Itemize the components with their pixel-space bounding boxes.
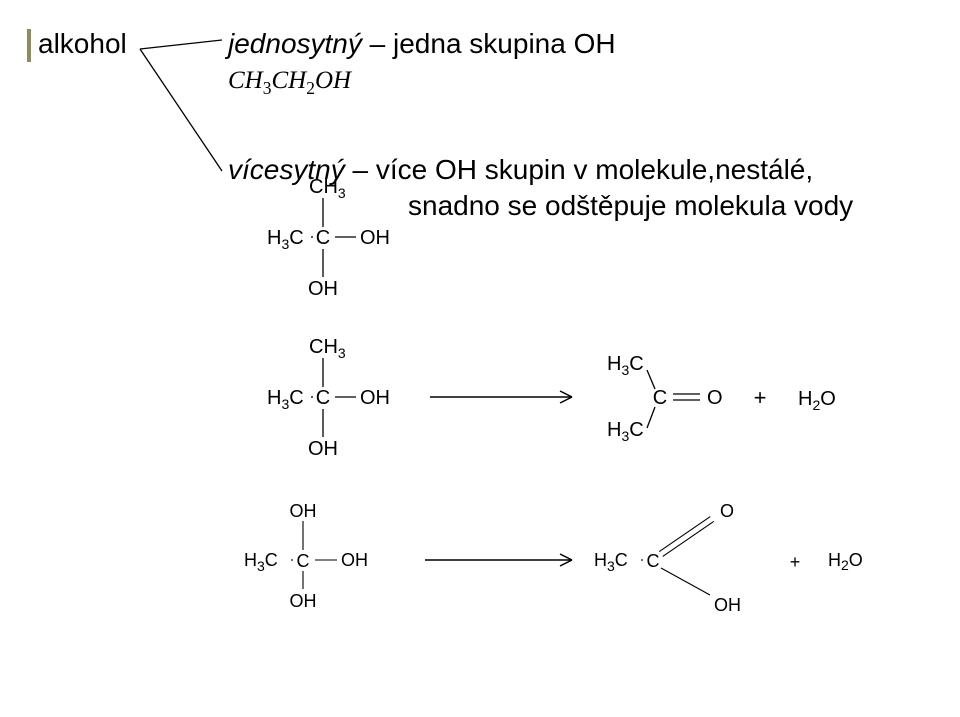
struct-ketone: C H3C H3C O [607,353,723,444]
svg-text:H2O: H2O [798,388,836,413]
svg-text:H3C: H3C [607,353,644,378]
svg-text:CH3: CH3 [309,176,346,201]
svg-text:CH3: CH3 [309,336,346,361]
svg-text:H2O: H2O [828,550,863,573]
branch-lines [140,40,222,171]
struct-diol-1: C CH3 OH H3C OH [267,176,390,300]
svg-text:OH: OH [360,227,390,249]
plus-h2o-3: + H2O [790,550,863,573]
arrow-reaction-2 [430,391,572,403]
svg-text:OH: OH [308,278,338,300]
svg-text:C: C [297,551,310,571]
svg-text:C: C [653,387,667,409]
struct-triol: C OH OH H3C OH [244,501,368,611]
svg-text:O: O [720,501,734,521]
svg-text:O: O [707,387,723,409]
svg-text:OH: OH [341,550,368,570]
svg-text:OH: OH [290,501,317,521]
svg-text:H3C: H3C [244,550,278,574]
svg-text:+: + [754,385,767,410]
svg-text:C: C [316,227,330,249]
svg-text:+: + [790,552,801,572]
chem-diagram: CCH3OHH3COH CCH3OHH3COH CH3CH3CO +H2O CO… [0,0,960,717]
svg-text:OH: OH [308,438,338,460]
svg-text:H3C: H3C [607,419,644,444]
svg-text:OH: OH [360,387,390,409]
arrow-reaction-3 [425,554,572,566]
svg-text:H3C: H3C [594,550,628,574]
struct-acid: C H3C O OH [594,501,741,615]
plus-h2o-2: + H2O [754,385,836,413]
svg-text:C: C [316,387,330,409]
svg-text:H3C: H3C [267,227,304,252]
struct-diol-2: C CH3 OH H3C OH [267,336,390,460]
svg-text:OH: OH [714,595,741,615]
svg-text:C: C [647,551,660,571]
svg-text:OH: OH [290,591,317,611]
svg-text:H3C: H3C [267,387,304,412]
